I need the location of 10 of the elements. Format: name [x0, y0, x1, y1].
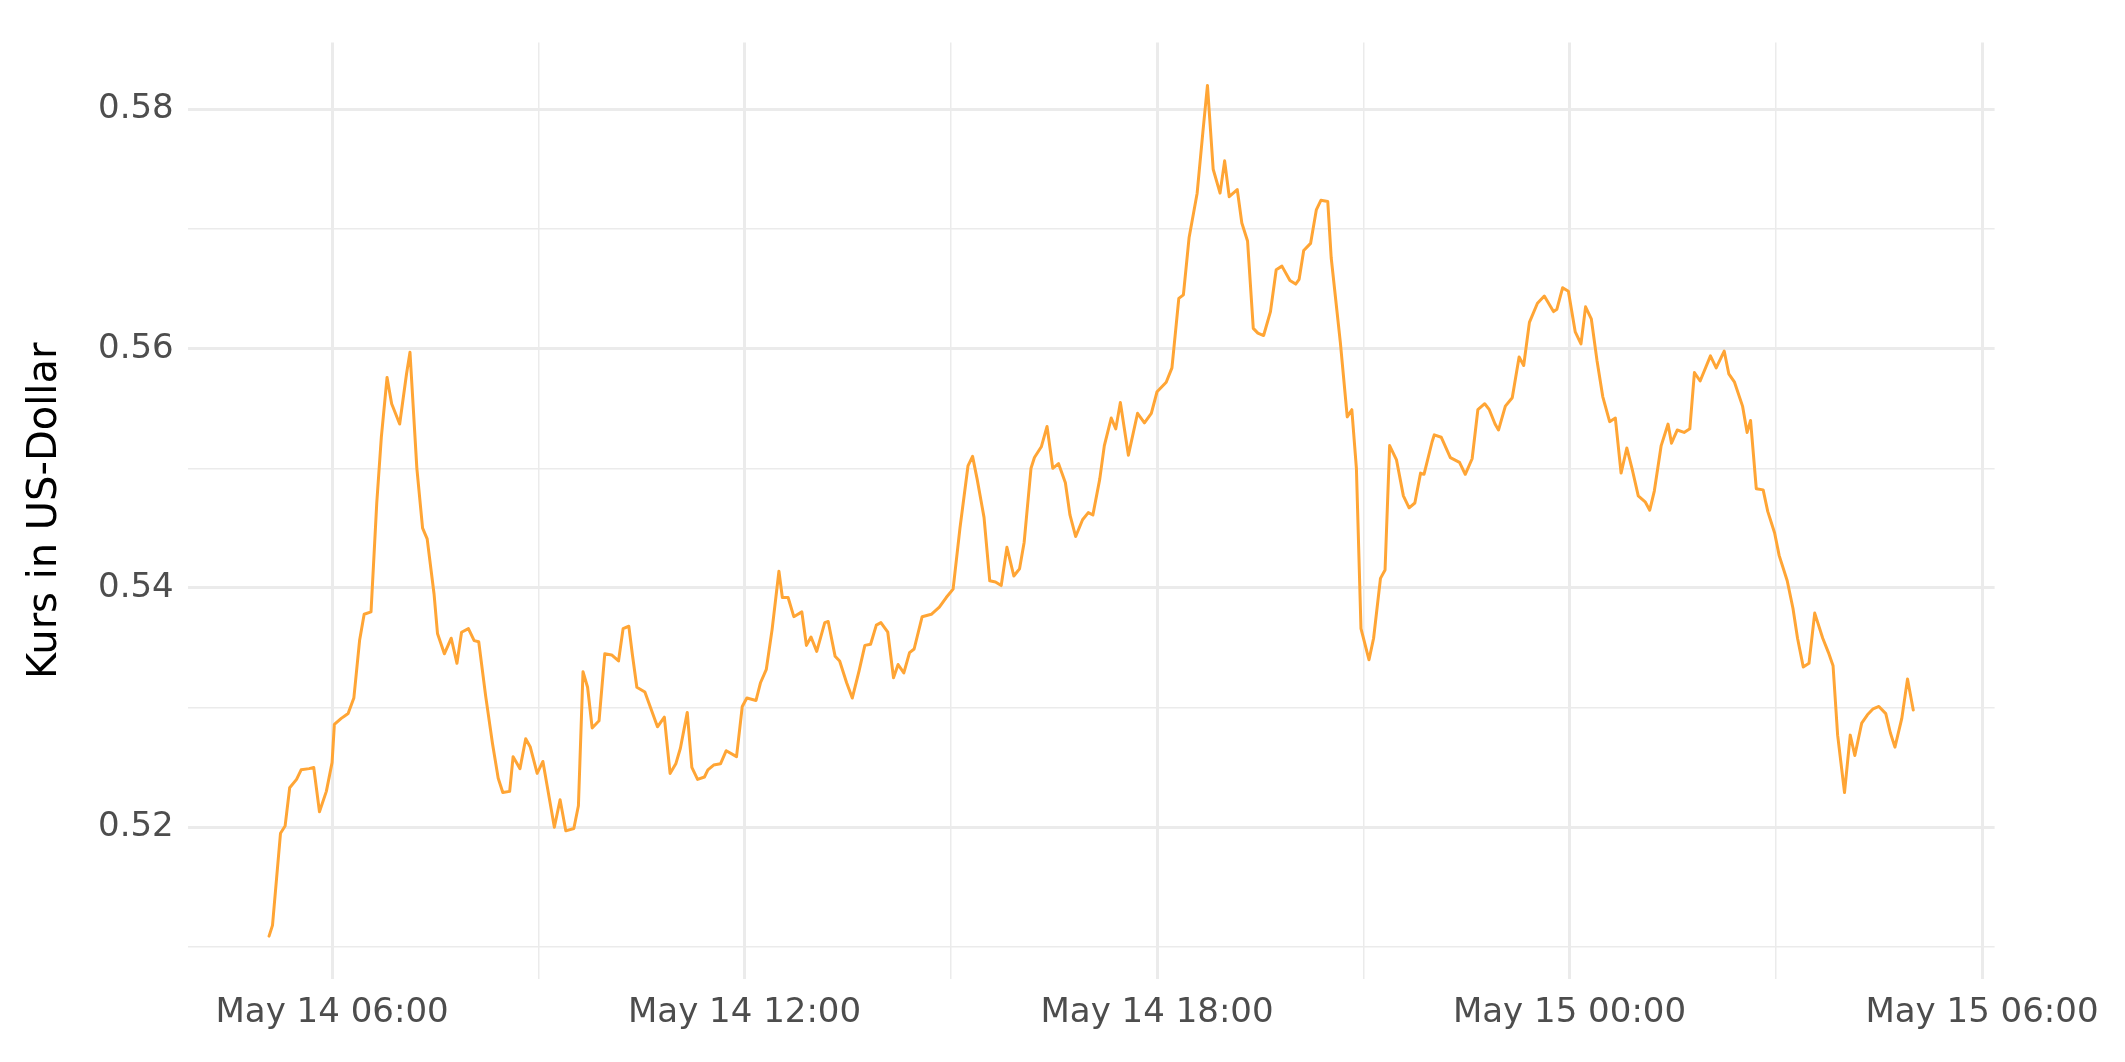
y-tick-label: 0.58 — [98, 86, 174, 127]
y-tick-label: 0.56 — [98, 325, 174, 366]
x-tick-label: May 14 18:00 — [1040, 990, 1274, 1031]
y-tick-label: 0.52 — [98, 804, 174, 845]
x-tick-label: May 15 06:00 — [1865, 990, 2099, 1031]
x-tick-label: May 15 00:00 — [1452, 990, 1687, 1031]
y-tick-label: 0.54 — [98, 564, 174, 605]
x-tick-label: May 14 12:00 — [627, 990, 862, 1031]
y-axis-title: Kurs in US-Dollar — [19, 342, 66, 679]
x-tick-label: May 14 06:00 — [215, 990, 449, 1031]
